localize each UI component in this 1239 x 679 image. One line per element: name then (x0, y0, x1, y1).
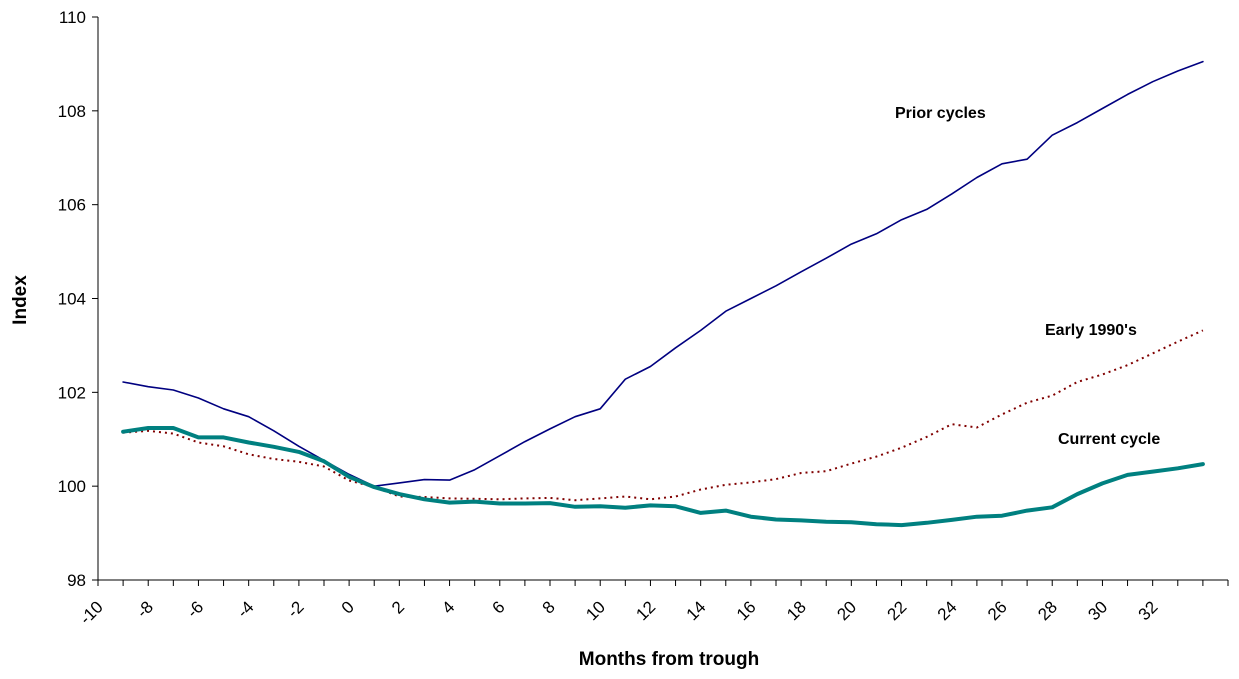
y-tick-label: 106 (58, 196, 86, 215)
series-line-prior-cycles (122, 60, 1204, 488)
x-tick-label: 12 (632, 597, 659, 624)
x-tick-label: 14 (683, 597, 710, 624)
x-tick-label: 4 (438, 597, 458, 617)
x-axis: -10 -8 -6 -4 -2 0 2 4 6 8 10 12 14 16 18 20 22 24 26 28 30 32 (76, 579, 1229, 628)
x-tick-label: 26 (984, 597, 1011, 624)
x-tick-label: 6 (488, 597, 508, 617)
x-tick-label: 32 (1135, 597, 1162, 624)
x-axis-title: Months from trough (579, 649, 759, 670)
y-tick-label: 104 (58, 290, 86, 309)
x-tick-label: 16 (733, 597, 760, 624)
series-lines (121, 60, 1205, 528)
x-tick-label: 10 (582, 597, 609, 624)
label-current-cycle: Current cycle (1058, 431, 1160, 448)
x-tick-label: 2 (388, 597, 408, 617)
x-tick-label: 30 (1084, 597, 1111, 624)
series-line-current-cycle (121, 426, 1205, 528)
x-tick-label: 0 (338, 597, 358, 617)
y-tick-label: 110 (59, 8, 86, 27)
label-prior-cycles: Prior cycles (895, 105, 986, 122)
x-tick-label: 24 (934, 597, 961, 624)
x-tick-label: -6 (183, 597, 207, 621)
y-tick-label: 100 (58, 477, 86, 496)
y-tick-label: 98 (67, 571, 86, 590)
x-tick-label: 22 (884, 597, 911, 624)
x-tick-label: 8 (539, 597, 559, 617)
x-tick-label: -10 (76, 597, 107, 628)
x-tick-label: 20 (833, 597, 860, 624)
y-tick-label: 102 (58, 383, 86, 402)
y-axis-title: Index (10, 275, 31, 325)
x-tick-label: 28 (1034, 597, 1061, 624)
x-tick-label: -2 (284, 597, 308, 621)
label-early-1990s: Early 1990's (1045, 322, 1137, 339)
series-line-early-1990s (123, 329, 1204, 502)
x-tick-label: 18 (783, 597, 810, 624)
y-tick-label: 108 (58, 102, 86, 121)
y-axis: 98 100 102 104 106 108 110 (58, 8, 99, 590)
x-tick-label: -8 (133, 597, 157, 621)
x-tick-label: -4 (233, 597, 257, 621)
